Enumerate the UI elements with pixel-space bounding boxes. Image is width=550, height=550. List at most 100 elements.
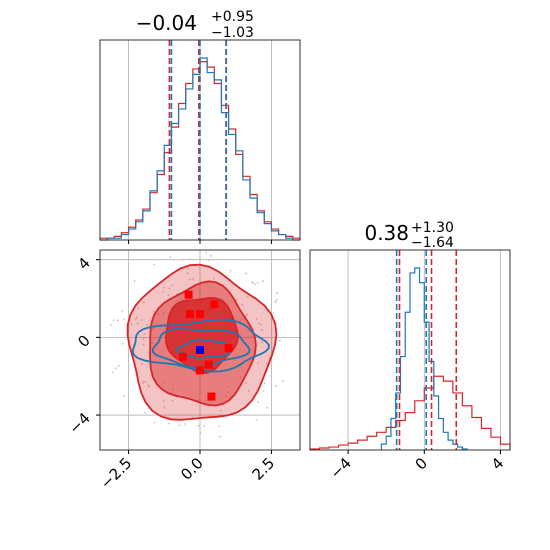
scatter-point — [219, 409, 222, 412]
scatter-point — [265, 362, 268, 365]
scatter-point — [227, 391, 230, 393]
scatter-point — [219, 435, 222, 438]
tick-label-x-2: 2.5 — [249, 454, 279, 484]
tick-label-x-2: 4 — [488, 454, 507, 473]
scatter-point — [163, 406, 166, 409]
scatter-point — [244, 381, 247, 384]
scatter-point — [163, 286, 165, 289]
scatter-point — [255, 419, 258, 422]
scatter-point — [275, 384, 277, 387]
marker-blue-0 — [196, 346, 204, 354]
scatter-point — [218, 425, 221, 428]
scatter-point — [134, 318, 137, 321]
scatter-point — [272, 312, 275, 315]
scatter-point — [130, 323, 133, 326]
scatter-point — [146, 323, 148, 326]
scatter-point — [241, 303, 244, 306]
tick-label-y-1: 0 — [74, 331, 93, 350]
scatter-point — [169, 256, 172, 258]
marker-red-0 — [184, 290, 193, 299]
scatter-point — [163, 381, 166, 384]
scatter-point — [153, 421, 156, 424]
scatter-point — [141, 363, 143, 366]
tick-label-x-1: 0.0 — [177, 454, 207, 484]
scatter-point — [171, 284, 174, 287]
scatter-point — [133, 279, 136, 282]
scatter-point — [135, 316, 138, 319]
scatter-point — [247, 389, 250, 392]
scatter-point — [167, 294, 170, 297]
tick-label-y-2: 4 — [74, 254, 93, 273]
scatter-point — [226, 384, 229, 387]
scatter-point — [257, 401, 259, 404]
scatter-point — [142, 343, 145, 346]
tick-label-y-0: −4 — [65, 409, 93, 437]
scatter-point — [172, 388, 174, 391]
scatter-point — [143, 333, 146, 335]
marker-red-4 — [178, 352, 187, 361]
marker-red-1 — [210, 300, 219, 309]
scatter-point — [153, 310, 155, 313]
scatter-point — [192, 277, 194, 280]
marker-red-2 — [186, 310, 194, 319]
scatter-point — [151, 342, 153, 345]
marker-red-8 — [207, 392, 216, 401]
scatter-point — [209, 255, 212, 257]
scatter-point — [274, 301, 277, 303]
scatter-point — [181, 258, 184, 261]
title-median-param-0: −0.04 — [136, 11, 197, 35]
scatter-point — [266, 406, 269, 409]
scatter-point — [142, 301, 145, 304]
scatter-point — [142, 380, 145, 383]
scatter-point — [241, 318, 244, 320]
scatter-point — [256, 281, 259, 284]
title-lower-param-0: −1.03 — [211, 25, 254, 41]
scatter-point — [162, 311, 165, 314]
scatter-point — [235, 298, 238, 301]
scatter-point — [246, 295, 249, 298]
scatter-point — [245, 272, 247, 275]
scatter-point — [251, 282, 254, 285]
scatter-point — [199, 431, 202, 434]
contour-level-blue-2 — [175, 338, 231, 359]
scatter-point — [162, 291, 165, 293]
title-lower-param-1: −1.64 — [411, 235, 454, 251]
scatter-point — [186, 272, 189, 275]
scatter-point — [225, 394, 227, 397]
scatter-point — [148, 385, 150, 388]
scatter-point — [207, 259, 210, 262]
scatter-point — [270, 329, 273, 332]
scatter-point — [262, 280, 264, 283]
scatter-point — [276, 298, 278, 301]
marker-red-6 — [224, 344, 233, 353]
scatter-point — [168, 422, 170, 425]
scatter-point — [136, 322, 139, 325]
scatter-point — [144, 381, 147, 383]
scatter-point — [122, 395, 125, 397]
scatter-point — [212, 277, 215, 280]
scatter-point — [151, 327, 154, 330]
tick-label-x-0: −4 — [327, 454, 355, 482]
scatter-point — [171, 399, 174, 402]
scatter-point — [257, 362, 259, 365]
scatter-point — [261, 341, 263, 344]
scatter-point — [116, 319, 119, 322]
scatter-point — [262, 389, 265, 392]
scatter-point — [189, 278, 191, 281]
scatter-point — [144, 411, 146, 414]
marker-red-3 — [196, 310, 204, 319]
joint-contour-panel: −2.5 0.0 2.5 −4 0 4 — [65, 249, 301, 493]
title-upper-param-1: +1.30 — [411, 220, 454, 236]
scatter-point — [183, 423, 186, 425]
scatter-point — [168, 287, 171, 290]
scatter-point — [157, 313, 160, 315]
title-median-param-1: 0.38 — [364, 221, 409, 245]
scatter-point — [229, 269, 232, 272]
scatter-point — [254, 283, 256, 286]
scatter-point — [197, 424, 200, 427]
scatter-point — [263, 382, 266, 385]
scatter-point — [176, 300, 179, 302]
scatter-point — [147, 384, 150, 387]
marginal-histogram-param-1: 0.38 +1.30 −1.64 −4 0 4 — [309, 220, 511, 482]
